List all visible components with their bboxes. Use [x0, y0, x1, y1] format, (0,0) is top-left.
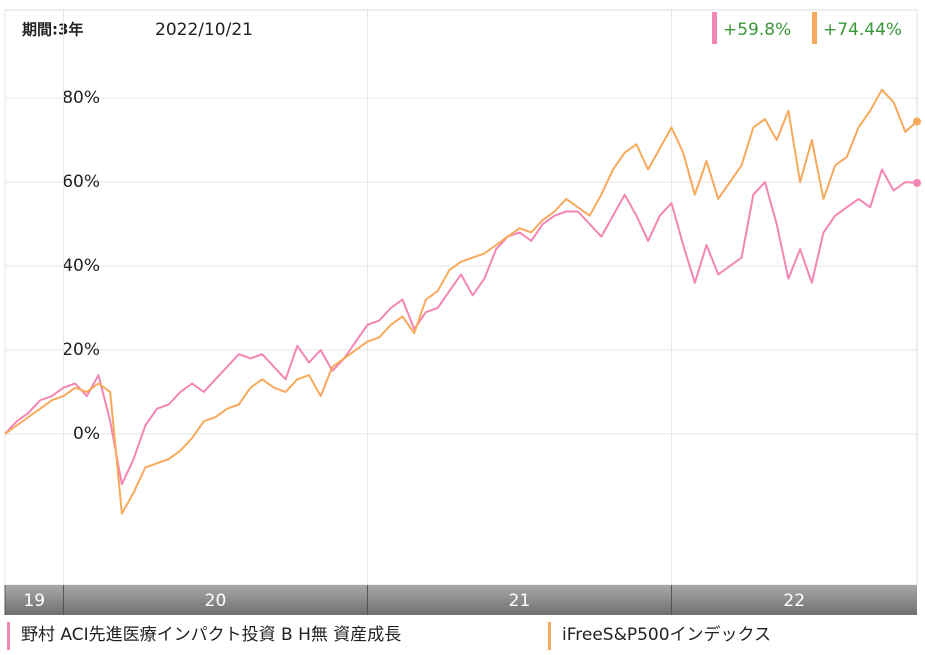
y-tick-label: 60%	[62, 172, 100, 192]
y-tick-label: 80%	[62, 88, 100, 108]
x-tick-label: 21	[509, 591, 531, 611]
y-tick-label: 0%	[73, 424, 100, 444]
legend-label: iFreeS&P500インデックス	[562, 624, 771, 645]
legend-marker	[548, 622, 551, 650]
date-label: 2022/10/21	[155, 20, 253, 40]
y-tick-label: 20%	[62, 340, 100, 360]
change-label: +74.44%	[823, 20, 902, 40]
period-label: 期間:3年	[22, 21, 83, 39]
end-point	[913, 117, 921, 126]
x-tick-label: 22	[783, 591, 805, 611]
x-axis-bar	[5, 585, 917, 615]
change-marker	[712, 12, 717, 44]
line	[4, 168, 918, 486]
line	[4, 88, 918, 515]
change-label: +59.8%	[723, 20, 791, 40]
change-marker	[812, 12, 817, 44]
plot-area	[4, 9, 918, 586]
legend-marker	[7, 622, 10, 650]
x-tick-label: 19	[23, 591, 45, 611]
y-tick-label: 40%	[62, 256, 100, 276]
legend-label: 野村 ACI先進医療インパクト投資 B H無 資産成長	[21, 625, 401, 645]
x-tick-label: 20	[205, 591, 227, 611]
end-point	[913, 178, 921, 187]
